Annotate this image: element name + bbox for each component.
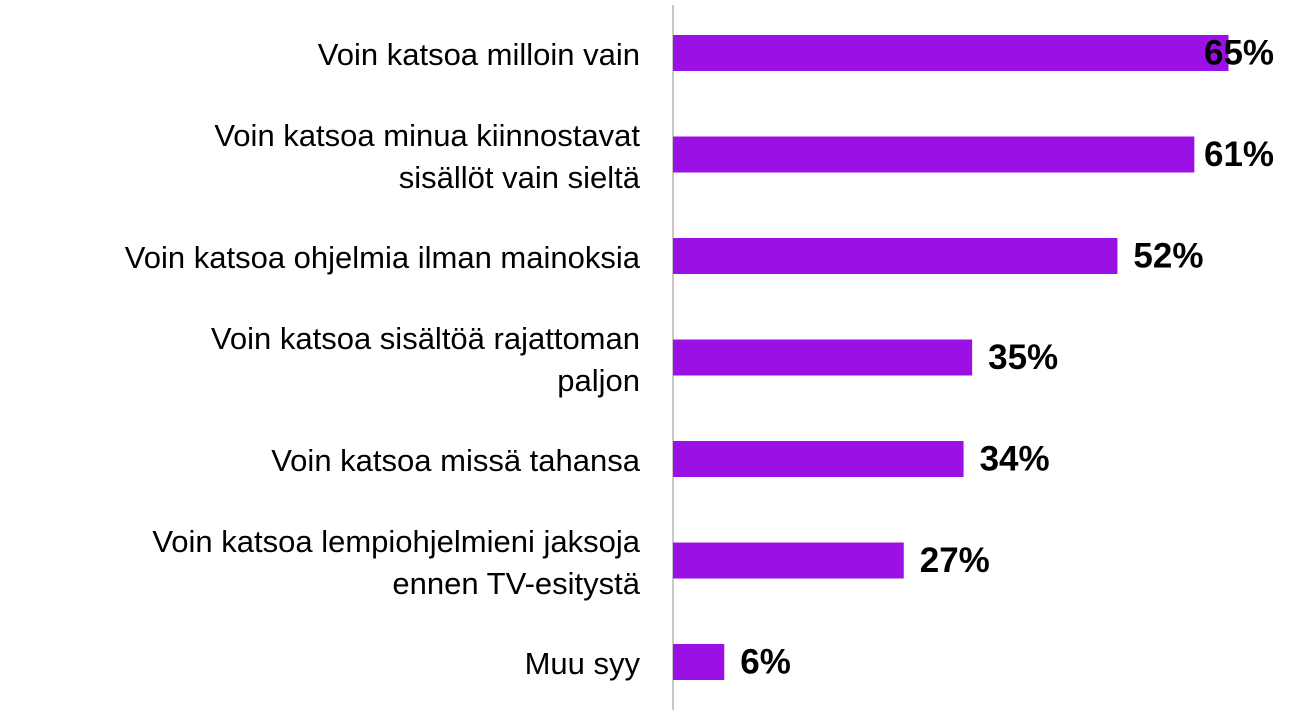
category-label: Voin katsoa milloin vain: [317, 37, 640, 72]
value-label: 61%: [1204, 135, 1274, 174]
category-label: Muu syy: [524, 646, 640, 681]
value-label: 34%: [980, 439, 1050, 478]
value-label: 27%: [920, 541, 990, 580]
category-label: Voin katsoa lempiohjelmieni jaksoja enne…: [152, 523, 640, 601]
category-label: Voin katsoa sisältöä rajattoman paljon: [210, 320, 640, 398]
category-label: Voin katsoa ohjelmia ilman mainoksia: [124, 240, 640, 275]
value-label: 52%: [1133, 236, 1203, 275]
bar: [673, 136, 1195, 173]
bar: [673, 238, 1118, 274]
bar: [673, 339, 973, 376]
bar: [673, 441, 964, 477]
bar: [673, 542, 904, 579]
category-label: Voin katsoa missä tahansa: [271, 443, 640, 478]
value-label: 65%: [1204, 33, 1274, 72]
bar: [673, 644, 725, 680]
value-label: 35%: [988, 338, 1058, 377]
bar: [673, 35, 1229, 71]
value-label: 6%: [740, 642, 791, 681]
category-label: Voin katsoa minua kiinnostavat sisällöt …: [214, 117, 640, 195]
